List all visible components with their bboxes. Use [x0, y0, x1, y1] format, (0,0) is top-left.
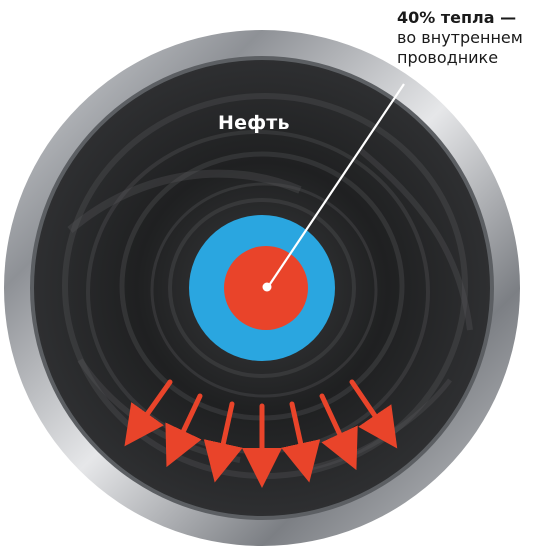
- callout-leader-line: [267, 83, 405, 288]
- oil-label: Нефть: [218, 112, 290, 134]
- heat-arrow: [281, 401, 321, 483]
- callout-line-1: во внутреннем: [397, 28, 523, 47]
- heat-arrow: [349, 379, 398, 449]
- heat-arrow: [203, 401, 243, 483]
- heat-arrow: [319, 393, 358, 471]
- heat-arrows: [124, 379, 398, 488]
- heat-arrow: [124, 379, 173, 447]
- heat-arrow: [165, 393, 203, 468]
- heat-callout: 40% тепла — во внутреннем проводнике: [397, 8, 559, 68]
- callout-leader-dot: [262, 282, 272, 292]
- callout-title: 40% тепла —: [397, 8, 517, 27]
- callout-line-2: проводнике: [397, 48, 499, 67]
